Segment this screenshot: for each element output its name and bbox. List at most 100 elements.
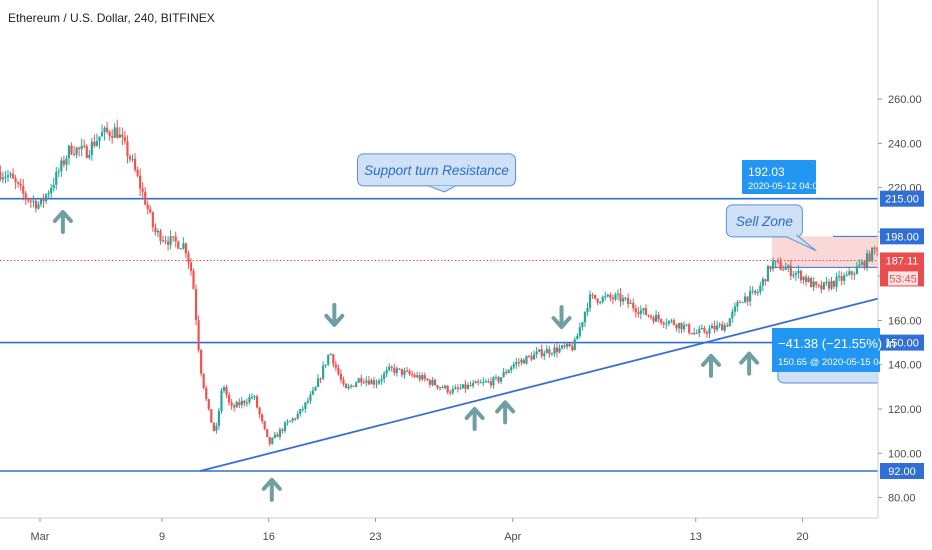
arrow-down-icon: [551, 305, 572, 330]
candle-body: [784, 268, 787, 271]
svg-text:−41.38 (−21.55%) in: −41.38 (−21.55%) in: [778, 336, 896, 351]
candle-body: [72, 153, 76, 155]
candle-body: [825, 282, 828, 284]
candle-body: [418, 375, 421, 380]
candle-body: [189, 262, 193, 271]
candle-body: [174, 236, 177, 242]
candle-body: [601, 296, 604, 303]
candle-body: [139, 175, 142, 189]
candle-body: [352, 385, 355, 387]
candle-body: [530, 356, 533, 360]
candle-body: [85, 146, 88, 158]
candle-body: [782, 269, 785, 271]
candle-body: [792, 274, 795, 277]
candle-body: [662, 322, 665, 325]
candle-body: [672, 320, 675, 325]
x-tick-label: 20: [796, 531, 808, 543]
candle-body: [322, 365, 325, 379]
candle-body: [215, 425, 218, 431]
candle-body: [843, 275, 846, 281]
candle-body: [200, 350, 203, 374]
chart-title: Ethereum / U.S. Dollar, 240, BITFINEX: [8, 11, 215, 25]
candle-body: [807, 277, 810, 282]
candle-body: [545, 349, 548, 354]
annotation-callout[interactable]: Support turn Resistance: [357, 153, 516, 193]
candle-body: [736, 302, 739, 307]
candle-body: [202, 373, 205, 388]
candle-body: [749, 291, 752, 302]
candle-body: [830, 280, 833, 289]
candle-body: [167, 241, 170, 245]
candle-body: [512, 364, 515, 368]
candle-body: [83, 145, 86, 147]
candle-body: [416, 375, 419, 378]
candle-body: [240, 400, 243, 406]
candle-body: [88, 154, 91, 158]
candle-body: [144, 191, 147, 205]
candle-body: [741, 302, 744, 304]
candle-body: [9, 173, 12, 176]
candle-body: [535, 351, 538, 355]
y-tick-label: 160.00: [888, 315, 922, 327]
candle-body: [802, 276, 805, 281]
candle-body: [543, 353, 546, 357]
candle-body: [395, 368, 398, 373]
rising-trendline[interactable]: [199, 236, 932, 472]
candle-body: [339, 373, 343, 380]
candle-body: [517, 362, 520, 364]
y-tick-label: 240.00: [888, 138, 922, 150]
candle-body: [863, 261, 866, 267]
candle-body: [248, 397, 251, 403]
candle-body: [693, 332, 696, 335]
candle-body: [428, 380, 431, 385]
candle-body: [454, 387, 457, 390]
candle-body: [367, 380, 370, 385]
candle-body: [876, 248, 879, 251]
candle-body: [19, 183, 22, 186]
candle-body: [815, 281, 818, 285]
candle-body: [639, 310, 642, 314]
candle-body: [520, 359, 523, 363]
candle-body: [433, 380, 437, 386]
candle-body: [555, 347, 559, 353]
candle-body: [327, 354, 330, 365]
candle-body: [370, 380, 373, 385]
candle-body: [489, 381, 492, 386]
candle-body: [848, 271, 851, 275]
candle-body: [383, 373, 386, 380]
candle-body: [24, 193, 27, 199]
candle-body: [52, 184, 55, 189]
candle-body: [873, 247, 876, 249]
candle-body: [197, 320, 200, 351]
candle-body: [766, 266, 770, 282]
candle-body: [787, 265, 790, 269]
arrow-up-icon: [739, 351, 760, 376]
y-tick-label: 80.00: [888, 493, 916, 505]
candle-body: [858, 264, 861, 267]
candle-body: [65, 158, 68, 165]
annotation-callout[interactable]: Sell Zone: [725, 204, 817, 252]
candle-body: [377, 380, 381, 384]
candle-body: [250, 397, 254, 399]
candle-body: [568, 343, 571, 347]
candle-body: [632, 302, 635, 309]
candle-body: [774, 260, 777, 262]
candle-body: [100, 132, 104, 137]
candle-body: [789, 265, 792, 277]
candle-body: [179, 248, 182, 250]
candle-body: [667, 320, 670, 324]
svg-text:150.65 @ 2020-05-15 04:: 150.65 @ 2020-05-15 04:: [778, 357, 886, 368]
candle-body: [436, 385, 439, 388]
candle-body: [594, 294, 597, 299]
candle-body: [243, 400, 246, 404]
candle-body: [70, 145, 73, 154]
arrow-down-icon: [324, 302, 345, 327]
candle-body: [375, 383, 378, 385]
candle-body: [853, 273, 856, 275]
candle-body: [342, 379, 345, 384]
candle-body: [548, 349, 551, 354]
time-axis-bg[interactable]: [0, 518, 932, 550]
candle-body: [771, 261, 775, 270]
candle-body: [273, 434, 276, 438]
